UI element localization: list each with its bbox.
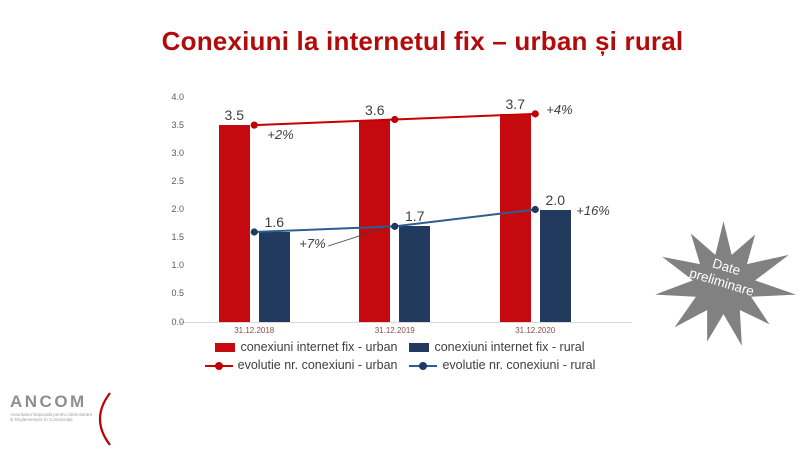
bar-urban-31.12.2020 bbox=[499, 113, 531, 322]
y-tick-label: 0.0 bbox=[171, 316, 184, 327]
chart-legend: conexiuni internet fix - urban conexiuni … bbox=[160, 340, 640, 376]
legend-label: conexiuni internet fix - rural bbox=[434, 340, 585, 354]
growth-annotation: +16% bbox=[576, 202, 610, 218]
bar-urban-31.12.2018 bbox=[218, 125, 250, 322]
preliminary-data-badge: Date preliminare bbox=[650, 219, 798, 352]
bar-value-label: 3.5 bbox=[224, 107, 244, 124]
y-tick-label: 4.0 bbox=[171, 91, 184, 102]
legend-item: conexiuni internet fix - rural bbox=[409, 340, 585, 355]
legend-item: conexiuni internet fix - urban bbox=[215, 340, 397, 355]
x-axis-label: 31.12.2019 bbox=[374, 326, 415, 335]
legend-line-swatch-icon bbox=[409, 361, 438, 371]
growth-annotation: +2% bbox=[267, 127, 294, 143]
bar-rural-31.12.2020 bbox=[539, 209, 571, 322]
y-tick-label: 2.5 bbox=[171, 175, 184, 186]
bar-value-label: 2.0 bbox=[545, 191, 565, 208]
bar-rural-31.12.2019 bbox=[399, 226, 431, 322]
legend-row: conexiuni internet fix - urban conexiuni … bbox=[160, 340, 640, 355]
y-tick-label: 0.5 bbox=[171, 288, 184, 299]
x-axis-label: 31.12.2018 bbox=[234, 326, 275, 335]
legend-item: evolutie nr. conexiuni - urban bbox=[204, 358, 398, 373]
growth-annotation: +7% bbox=[299, 236, 326, 251]
legend-label: evolutie nr. conexiuni - urban bbox=[237, 358, 398, 372]
legend-line-swatch-icon bbox=[204, 361, 233, 371]
y-tick-label: 2.0 bbox=[171, 204, 184, 214]
bar-urban-31.12.2019 bbox=[359, 119, 391, 322]
chart-area: 0.0 0.5 1.0 1.5 2.0 2.5 3.0 3.5 4.0 31.12.2018 31.… bbox=[160, 90, 640, 348]
bar-value-label: 1.7 bbox=[405, 208, 425, 225]
y-tick-label: 1.0 bbox=[171, 260, 184, 271]
legend-bar-swatch-icon bbox=[409, 343, 430, 352]
x-axis-line bbox=[180, 322, 632, 323]
slide-title: Conexiuni la internetul fix – urban și r… bbox=[161, 26, 684, 56]
x-axis-label: 31.12.2020 bbox=[515, 326, 556, 335]
legend-bar-swatch-icon bbox=[215, 343, 236, 352]
legend-label: evolutie nr. conexiuni - rural bbox=[442, 358, 596, 372]
bar-rural-31.12.2018 bbox=[258, 232, 290, 322]
y-tick-label: 1.5 bbox=[171, 232, 184, 243]
growth-annotation: +4% bbox=[546, 101, 573, 117]
bar-value-label: 3.7 bbox=[505, 95, 525, 112]
logo-tagline-line2: și Reglementare în Comunicații bbox=[10, 417, 73, 422]
starburst-icon bbox=[655, 221, 796, 346]
bar-value-label: 3.6 bbox=[365, 101, 385, 118]
logo-paren-icon bbox=[98, 392, 111, 446]
legend-label: conexiuni internet fix - urban bbox=[240, 340, 398, 354]
ancom-logo: ANCOM Autoritatea Națională pentru Admin… bbox=[10, 392, 150, 450]
bar-value-label: 1.6 bbox=[264, 214, 284, 230]
logo-tagline: Autoritatea Națională pentru Administrar… bbox=[10, 412, 150, 422]
logo-tagline-line1: Autoritatea Națională pentru Administrar… bbox=[10, 412, 93, 417]
y-tick-label: 3.5 bbox=[171, 119, 184, 130]
y-tick-label: 3.0 bbox=[171, 147, 184, 158]
legend-item: evolutie nr. conexiuni - rural bbox=[409, 358, 595, 373]
legend-row: evolutie nr. conexiuni - urban evolutie n… bbox=[160, 358, 640, 373]
logo-wordmark: ANCOM bbox=[10, 392, 87, 411]
